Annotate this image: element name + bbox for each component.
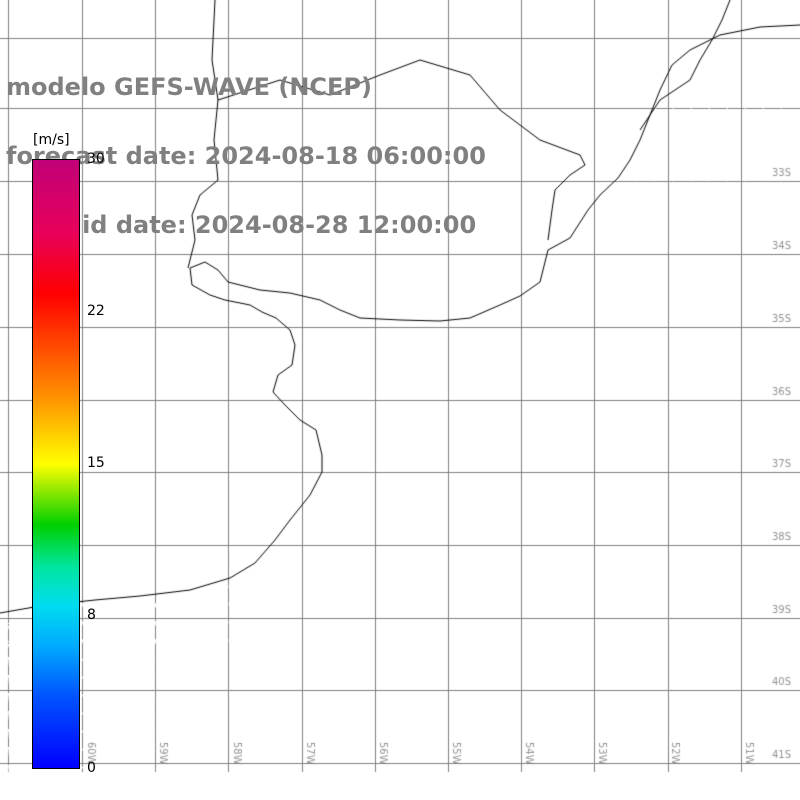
- colorbar-tick-8: 8: [87, 607, 96, 623]
- colorbar-unit: [m/s]: [33, 132, 70, 148]
- colorbar-tick-30: 30: [87, 151, 105, 167]
- colorbar: [32, 159, 80, 769]
- colorbar-tick-0: 0: [87, 760, 96, 776]
- model-title: modelo GEFS-WAVE (NCEP): [6, 73, 372, 101]
- colorbar-tick-15: 15: [87, 455, 105, 471]
- colorbar-tick-22: 22: [87, 303, 105, 319]
